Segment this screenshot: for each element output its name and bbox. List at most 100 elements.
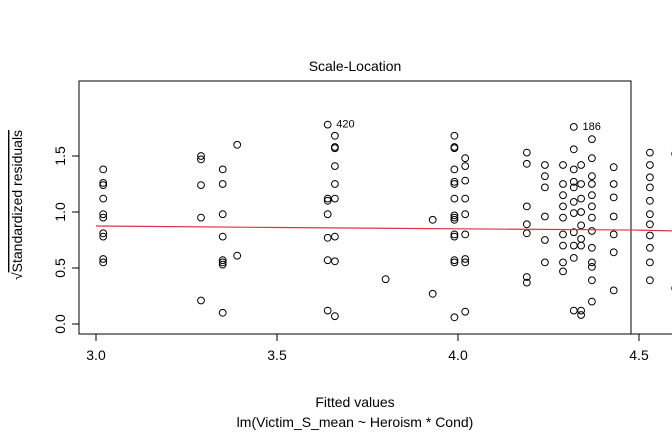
data-point <box>646 196 654 205</box>
data-point <box>609 180 618 188</box>
data-point <box>577 180 585 188</box>
data-point <box>99 232 108 241</box>
data-point <box>559 258 567 267</box>
x-axis: 3.03.54.04.55.05.5 <box>86 333 672 363</box>
data-point <box>588 172 596 181</box>
data-point <box>609 286 618 295</box>
data-point <box>588 258 596 267</box>
data-point <box>99 181 108 190</box>
data-point <box>450 232 459 241</box>
data-point <box>450 230 459 239</box>
x-tick-label: 4.0 <box>448 347 468 363</box>
data-point <box>577 311 585 319</box>
data-point <box>461 176 470 185</box>
data-point <box>609 230 618 239</box>
point-label: 420 <box>336 119 354 131</box>
data-point <box>541 172 549 181</box>
data-point <box>522 202 531 211</box>
data-point <box>569 241 578 250</box>
data-point <box>461 307 470 316</box>
data-point <box>559 161 567 169</box>
data-point <box>646 148 654 157</box>
data-point <box>588 180 596 188</box>
data-point <box>569 165 578 174</box>
chart-title: Scale-Location <box>309 58 402 74</box>
data-point <box>559 202 567 211</box>
point-annotations: 420186100 <box>336 119 601 133</box>
data-point <box>99 194 108 203</box>
data-point <box>197 213 205 222</box>
smooth-trend-line <box>95 225 672 232</box>
data-point <box>609 163 618 172</box>
data-point <box>450 258 459 267</box>
data-point <box>381 275 390 284</box>
data-point <box>559 230 567 239</box>
data-point <box>450 177 459 186</box>
data-point <box>569 306 578 315</box>
data-point <box>218 260 227 269</box>
data-point <box>646 161 654 169</box>
data-point <box>577 161 585 169</box>
data-point <box>577 235 585 243</box>
data-point <box>646 258 654 267</box>
data-point <box>588 191 596 200</box>
data-point <box>569 145 578 154</box>
data-point <box>588 243 596 252</box>
data-point <box>450 213 459 222</box>
data-point <box>331 131 339 140</box>
data-point <box>559 267 567 276</box>
y-tick-label: 1.0 <box>52 202 68 222</box>
data-point <box>233 251 242 260</box>
data-point <box>450 194 459 203</box>
data-point <box>559 180 567 188</box>
data-point <box>331 194 339 203</box>
data-point <box>461 258 470 267</box>
data-point <box>218 308 227 317</box>
data-point <box>588 263 596 271</box>
data-point <box>450 165 459 174</box>
data-point <box>569 209 578 218</box>
data-point <box>588 154 596 163</box>
data-point <box>588 202 596 211</box>
data-point <box>323 196 332 205</box>
data-point <box>197 152 205 160</box>
data-point <box>99 255 108 263</box>
x-tick-label: 4.5 <box>629 347 649 363</box>
x-axis-label: Fitted values <box>315 394 394 410</box>
data-point <box>522 220 531 229</box>
model-formula-subtitle: lm(Victim_S_mean ~ Heroism * Cond) <box>237 414 474 430</box>
data-point <box>559 241 567 250</box>
data-point <box>450 144 459 153</box>
data-point <box>99 213 108 222</box>
data-point <box>609 248 618 257</box>
data-point <box>450 313 459 322</box>
data-point <box>461 210 470 219</box>
data-point <box>569 198 578 206</box>
data-point <box>99 229 108 238</box>
data-point <box>559 213 567 222</box>
data-point <box>522 229 531 238</box>
data-point <box>99 258 108 267</box>
data-point <box>522 148 531 157</box>
data-point <box>646 210 654 219</box>
data-point <box>577 221 585 230</box>
data-point <box>218 165 227 174</box>
data-point <box>646 243 654 252</box>
data-point <box>218 210 227 219</box>
data-point <box>331 144 339 153</box>
data-point <box>450 215 459 224</box>
data-point <box>323 233 332 242</box>
data-point <box>323 120 332 129</box>
data-point <box>450 180 459 188</box>
data-point <box>522 273 531 281</box>
data-point <box>331 232 339 241</box>
data-point <box>323 306 332 315</box>
data-point <box>218 256 227 265</box>
data-point <box>450 131 459 140</box>
data-point <box>559 191 567 200</box>
data-point <box>588 276 596 285</box>
data-point <box>577 306 585 315</box>
x-tick-label: 3.5 <box>267 347 287 363</box>
data-point <box>450 256 459 265</box>
